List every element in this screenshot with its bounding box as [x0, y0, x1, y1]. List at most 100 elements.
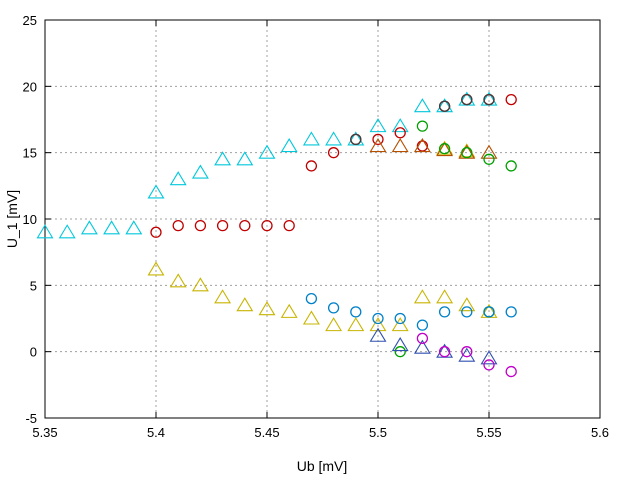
data-point-circle: [216, 219, 229, 232]
data-point-circle: [327, 302, 340, 314]
y-tick-label: -5: [25, 411, 37, 426]
data-point-circle: [505, 160, 517, 172]
x-tick-label: 5.35: [32, 425, 57, 440]
data-point-circle: [261, 219, 273, 232]
data-point-triangle: [125, 220, 143, 235]
series-5: [305, 292, 517, 331]
y-tick-label: 5: [30, 278, 37, 293]
data-point-triangle: [302, 131, 320, 146]
data-point-triangle: [391, 336, 409, 352]
data-point-triangle: [258, 301, 276, 316]
data-point-circle: [172, 219, 184, 232]
data-point-triangle: [280, 137, 298, 153]
data-point-circle: [505, 365, 517, 378]
data-point-triangle: [480, 144, 498, 159]
data-point-triangle: [325, 317, 343, 332]
data-point-triangle: [191, 164, 209, 179]
x-tick-label: 5.6: [591, 425, 609, 440]
data-point-circle: [438, 306, 451, 318]
data-point-circle: [483, 359, 495, 371]
data-point-triangle: [169, 171, 187, 186]
data-point-circle: [461, 346, 473, 358]
x-tick-label: 5.4: [147, 425, 165, 440]
series-4: [394, 120, 517, 358]
data-point-triangle: [369, 118, 387, 133]
data-point-triangle: [480, 350, 498, 365]
data-point-circle: [350, 306, 362, 318]
data-point-circle: [505, 306, 517, 318]
data-point-triangle: [369, 327, 387, 342]
data-point-circle: [394, 127, 406, 139]
grid-lines: [45, 20, 600, 418]
data-point-circle: [438, 346, 451, 358]
data-point-triangle: [391, 137, 409, 153]
y-axis-label: U_1 [mV]: [4, 190, 20, 248]
axis-ticks: 5.35 5.4 5.45 5.5 5.55 5.6 -5 0 5 10 15 20 25: [23, 13, 610, 440]
data-point-circle: [416, 140, 429, 152]
series-2: [150, 93, 517, 238]
data-point-triangle: [413, 98, 431, 113]
data-point-circle: [394, 346, 406, 358]
y-tick-label: 20: [23, 79, 37, 94]
data-point-circle: [483, 153, 495, 165]
data-point-triangle: [236, 151, 254, 166]
x-axis-label: Ub [mV]: [297, 458, 348, 474]
data-point-triangle: [413, 339, 431, 354]
data-point-triangle: [214, 151, 232, 166]
x-tick-label: 5.45: [254, 425, 279, 440]
data-point-circle: [372, 133, 384, 146]
data-point-circle: [505, 93, 517, 106]
x-tick-label: 5.5: [369, 425, 387, 440]
data-point-circle: [461, 147, 473, 159]
data-point-triangle: [214, 289, 232, 304]
y-tick-label: 15: [23, 146, 37, 161]
data-point-triangle: [302, 310, 320, 325]
y-tick-label: 0: [30, 345, 37, 360]
data-point-circle: [438, 100, 451, 112]
data-point-triangle: [436, 289, 454, 304]
data-point-circle: [483, 93, 495, 106]
x-tick-label: 5.55: [476, 425, 501, 440]
data-point-circle: [461, 306, 473, 318]
series-8: [350, 93, 495, 146]
data-point-triangle: [147, 261, 165, 276]
data-point-circle: [194, 219, 207, 232]
data-point-triangle: [458, 297, 476, 312]
data-point-circle: [416, 319, 429, 331]
data-points: [36, 91, 517, 378]
series-3: [369, 137, 498, 159]
data-point-triangle: [413, 289, 431, 304]
data-point-circle: [461, 93, 473, 106]
data-point-triangle: [325, 131, 343, 146]
data-point-circle: [416, 332, 429, 345]
data-point-triangle: [413, 137, 431, 153]
data-point-circle: [239, 219, 251, 232]
data-point-triangle: [236, 297, 254, 312]
data-point-triangle: [391, 317, 409, 332]
series-6: [369, 327, 498, 365]
data-point-circle: [283, 219, 295, 232]
data-point-circle: [483, 306, 495, 318]
series-7: [416, 332, 517, 378]
data-point-triangle: [169, 273, 187, 288]
data-point-triangle: [458, 143, 476, 158]
data-point-triangle: [391, 118, 409, 133]
data-point-triangle: [369, 317, 387, 332]
data-point-circle: [372, 312, 384, 325]
data-point-circle: [350, 133, 362, 146]
data-point-triangle: [80, 220, 98, 235]
data-point-circle: [305, 160, 318, 172]
data-point-triangle: [147, 184, 165, 199]
data-point-triangle: [103, 220, 121, 235]
data-point-triangle: [347, 317, 365, 332]
data-point-triangle: [58, 224, 76, 239]
y-tick-label: 25: [23, 13, 37, 28]
data-point-circle: [394, 312, 406, 325]
series-1: [147, 140, 498, 332]
data-point-triangle: [436, 141, 454, 157]
data-point-triangle: [36, 224, 54, 239]
data-point-circle: [305, 292, 318, 305]
data-point-triangle: [280, 303, 298, 318]
data-point-circle: [327, 147, 340, 159]
